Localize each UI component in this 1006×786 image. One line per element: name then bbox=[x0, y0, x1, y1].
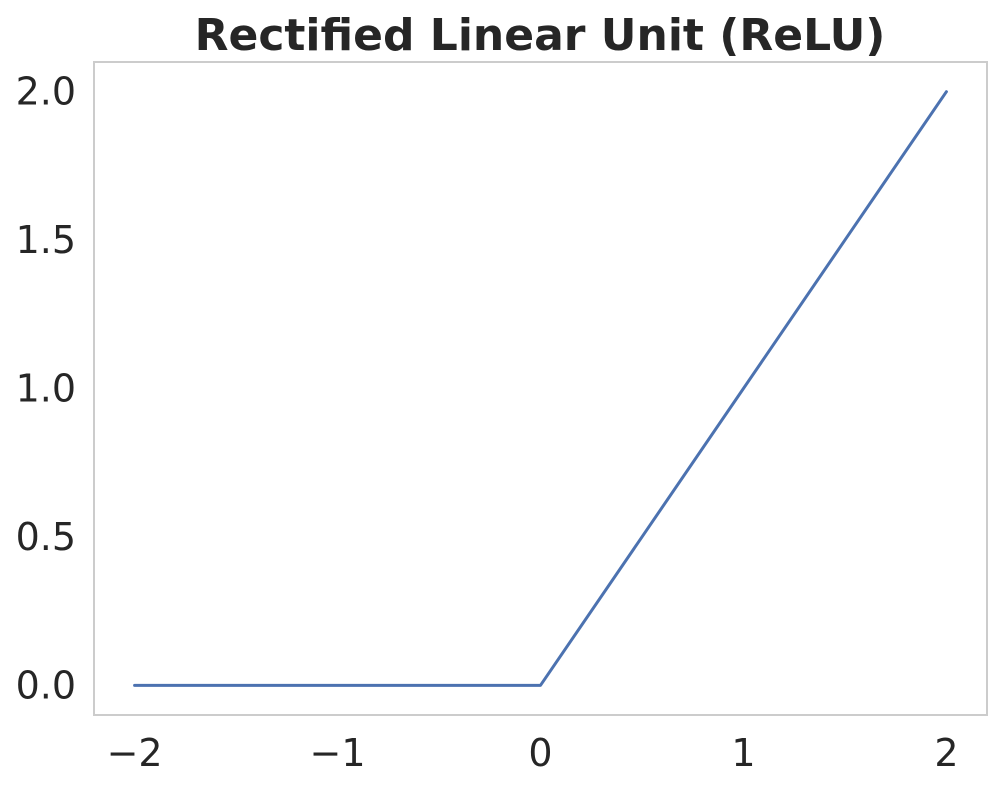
x-tick-label: 1 bbox=[731, 731, 755, 775]
x-tick-label: 2 bbox=[934, 731, 958, 775]
plot-area-frame bbox=[93, 61, 988, 716]
x-tick-label: −2 bbox=[107, 731, 163, 775]
x-tick-label: 0 bbox=[528, 731, 552, 775]
y-tick-label: 1.5 bbox=[16, 218, 76, 262]
y-tick-label: 2.0 bbox=[16, 70, 76, 114]
relu-series-line bbox=[133, 90, 948, 687]
x-axis-ticks: −2 −1 0 1 2 bbox=[107, 731, 959, 775]
y-axis-ticks: 0.0 0.5 1.0 1.5 2.0 bbox=[16, 70, 76, 708]
series-layer bbox=[133, 90, 948, 687]
y-tick-label: 1.0 bbox=[16, 367, 76, 411]
chart-title: Rectified Linear Unit (ReLU) bbox=[195, 10, 886, 61]
x-tick-label: −1 bbox=[310, 731, 366, 775]
y-tick-label: 0.5 bbox=[16, 515, 76, 559]
y-tick-label: 0.0 bbox=[16, 663, 76, 707]
